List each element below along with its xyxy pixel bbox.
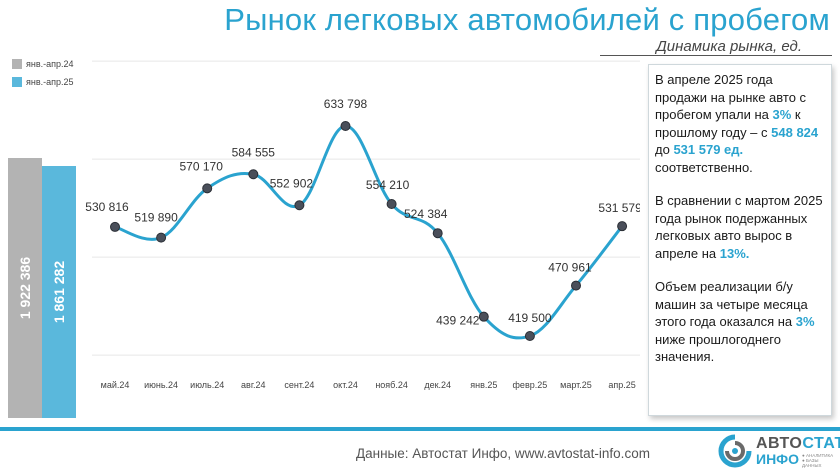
x-tick-label: май.24 [101,380,130,390]
data-point [571,280,581,291]
x-tick-label: авг.24 [241,380,265,390]
total-bar-2025: 1 861 282 [42,166,76,418]
x-tick-label: июнь.24 [144,380,178,390]
legend-label-2025: янв.-апр.25 [26,77,74,87]
logo-word-1b: СТАТ [802,435,840,452]
footer-divider [0,427,840,431]
commentary-paragraph-1: В апреле 2025 года продажи на рынке авто… [655,71,827,176]
data-point [478,311,489,322]
line-chart: 530 816 май.24 519 890 июнь.24 570 170 июль.2… [85,60,640,390]
subtitle-underline [600,55,832,56]
logo-wordmark-2: ИНФО [756,451,800,467]
data-label: 552 902 [270,176,314,190]
data-point [617,221,628,232]
legend-item-2024: янв.-апр.24 [12,55,74,73]
commentary-text: соответственно. [655,159,753,175]
data-point [340,121,351,131]
data-label: 531 579 [598,201,640,215]
data-label: 570 170 [180,159,224,173]
commentary-highlight: 3% [772,107,792,122]
data-point [386,198,397,209]
commentary-text: ниже прошлогоднего значения. [655,331,781,365]
commentary-box: В апреле 2025 года продажи на рынке авто… [648,64,832,416]
commentary-text: В апреле 2025 года продажи на рынке авто… [655,72,807,122]
data-label: 519 890 [134,211,178,225]
x-tick-label: нояб.24 [375,380,408,390]
data-label: 554 210 [366,178,410,192]
series-line [114,124,624,340]
commentary-text: В сравнении с мартом 2025 года рынок под… [655,193,823,261]
data-label: 470 961 [548,261,592,275]
x-tick-label: апр.25 [608,380,635,390]
logo-mark-icon [718,434,752,468]
commentary-text: Объем реализации б/у машин за четыре мес… [655,279,808,329]
commentary-text: до [655,142,674,157]
data-label: 524 384 [404,207,448,221]
logo-word-1a: АВТО [756,435,803,452]
data-label: 530 816 [85,200,129,214]
legend-item-2025: янв.-апр.25 [12,73,74,91]
x-tick-label: окт.24 [333,380,358,390]
x-tick-label: февр.25 [513,380,548,390]
chart-subtitle: Динамика рынка, ед. [656,38,802,55]
data-label: 633 798 [324,97,368,111]
data-point [248,169,259,180]
x-tick-label: март.25 [560,380,592,390]
legend-label-2024: янв.-апр.24 [26,59,74,69]
data-point [156,232,167,243]
data-point [110,221,120,232]
x-tick-label: дек.24 [424,380,451,390]
data-point [524,331,535,341]
total-bar-2024: 1 922 386 [8,158,42,418]
commentary-highlight: 531 579 ед. [673,142,744,157]
legend-swatch-2024 [12,59,22,69]
commentary-highlight: 3% [795,314,815,329]
x-tick-label: сент.24 [284,380,314,390]
x-tick-label: янв.25 [470,380,497,390]
commentary-highlight: 548 824 [771,124,819,140]
data-label: 439 242 [436,314,480,328]
legend-swatch-2025 [12,77,22,87]
x-tick-label: июль.24 [190,380,224,390]
commentary-highlight: 13%. [719,245,750,261]
data-label: 419 500 [508,311,552,325]
avtostat-logo: АВТОСТАТ ИНФО ● АНАЛИТИКА ● БАЗЫ ДАННЫХ [718,434,840,468]
data-source: Данные: Автостат Инфо, www.avtostat-info… [356,446,650,461]
commentary-text: к прошлому году – с [655,107,801,140]
commentary-paragraph-2: В сравнении с мартом 2025 года рынок под… [655,192,827,262]
logo-wordmark: АВТОСТАТ [756,435,840,453]
data-label: 584 555 [232,145,276,159]
chart-title: Рынок легковых автомобилей с пробегом [224,2,830,37]
totals-legend: янв.-апр.24 янв.-апр.25 [12,55,74,91]
data-point [294,200,305,211]
data-point [432,228,443,239]
commentary-paragraph-3: Объем реализации б/у машин за четыре мес… [655,278,827,366]
logo-tagline: ● АНАЛИТИКА ● БАЗЫ ДАННЫХ [802,453,834,468]
data-point [202,183,213,194]
